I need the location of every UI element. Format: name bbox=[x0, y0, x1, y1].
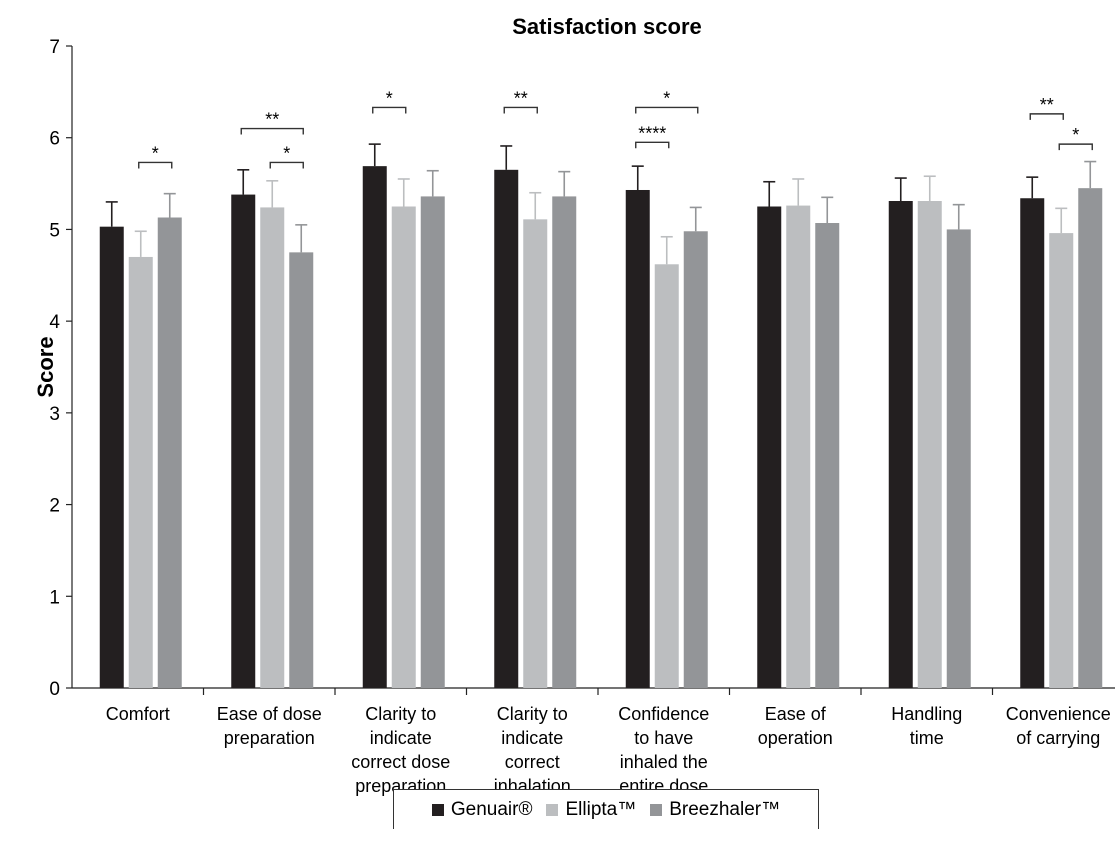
bar bbox=[362, 166, 387, 688]
x-tick-label: to have bbox=[634, 728, 693, 748]
bar bbox=[231, 194, 256, 688]
significance-label: * bbox=[152, 143, 159, 163]
x-tick-label: Convenience bbox=[1006, 704, 1111, 724]
bar bbox=[289, 252, 314, 688]
y-tick-label: 7 bbox=[49, 37, 60, 58]
bar bbox=[946, 229, 971, 688]
bar bbox=[1020, 198, 1045, 688]
legend-item: Genuair® bbox=[431, 798, 533, 821]
significance-label: ** bbox=[265, 110, 279, 130]
y-tick-label: 3 bbox=[49, 404, 60, 425]
bar bbox=[1078, 188, 1103, 688]
significance-bracket bbox=[503, 106, 538, 114]
bar bbox=[128, 256, 153, 688]
bar bbox=[1049, 233, 1074, 688]
x-tick-label: indicate bbox=[370, 728, 432, 748]
y-tick-label: 6 bbox=[49, 129, 60, 150]
x-tick-label: Ease of dose bbox=[217, 704, 322, 724]
legend-item: Ellipta™ bbox=[546, 799, 636, 821]
x-tick-label: inhaled the bbox=[620, 752, 708, 772]
bar bbox=[683, 231, 708, 688]
legend-swatch bbox=[431, 803, 444, 816]
x-tick-label: of carrying bbox=[1016, 728, 1100, 748]
significance-label: ** bbox=[514, 88, 528, 108]
x-tick-label: Clarity to bbox=[497, 704, 568, 724]
y-axis-label: Score bbox=[33, 336, 58, 397]
significance-bracket bbox=[1029, 113, 1064, 120]
bar bbox=[420, 196, 445, 688]
legend-label: Genuair® bbox=[450, 798, 533, 820]
bar bbox=[391, 206, 416, 688]
bar bbox=[888, 200, 913, 689]
bar bbox=[625, 189, 650, 688]
significance-bracket bbox=[240, 127, 304, 135]
x-tick-label: operation bbox=[758, 728, 833, 748]
y-tick-label: 5 bbox=[49, 220, 60, 241]
x-tick-label: time bbox=[910, 728, 944, 748]
bar bbox=[654, 264, 679, 688]
significance-label: ** bbox=[1040, 95, 1054, 115]
legend-label: Breezhaler™ bbox=[669, 798, 781, 820]
legend-swatch bbox=[650, 803, 663, 816]
bar bbox=[157, 217, 182, 688]
x-tick-label: correct bbox=[505, 752, 560, 772]
legend-item: Breezhaler™ bbox=[650, 799, 780, 821]
bar bbox=[786, 205, 811, 688]
x-tick-label: Handling bbox=[891, 704, 962, 724]
x-tick-label: Ease of bbox=[765, 704, 827, 724]
y-tick-label: 0 bbox=[49, 679, 60, 700]
x-tick-label: preparation bbox=[224, 728, 315, 748]
x-tick-label: Clarity to bbox=[365, 704, 436, 724]
bar bbox=[815, 223, 840, 688]
significance-label: * bbox=[663, 88, 670, 108]
bar bbox=[99, 226, 124, 689]
significance-label: * bbox=[283, 143, 290, 163]
chart-title: Satisfaction score bbox=[512, 14, 702, 39]
significance-label: * bbox=[1072, 125, 1079, 145]
significance-bracket bbox=[372, 106, 407, 114]
significance-bracket bbox=[1058, 143, 1093, 151]
bar bbox=[523, 219, 548, 688]
x-tick-label: Confidence bbox=[618, 704, 709, 724]
legend-swatch bbox=[546, 803, 559, 816]
bar bbox=[552, 196, 577, 688]
y-tick-label: 2 bbox=[49, 496, 60, 517]
x-tick-label: indicate bbox=[501, 728, 563, 748]
significance-bracket bbox=[635, 106, 699, 114]
bar bbox=[757, 206, 782, 688]
plot-area: 0 1 2 3 4 5 6 7 Comfort Ease of dose preparation Cl… bbox=[49, 37, 1115, 796]
y-tick-label: 4 bbox=[49, 312, 60, 333]
significance-label: * bbox=[386, 88, 393, 108]
x-tick-label: Comfort bbox=[106, 704, 170, 724]
bar bbox=[917, 200, 942, 689]
bar bbox=[494, 169, 519, 689]
significance-label: **** bbox=[638, 123, 666, 143]
y-tick-label: 1 bbox=[49, 587, 60, 608]
significance-bracket bbox=[138, 161, 173, 169]
x-tick-label: correct dose bbox=[351, 752, 450, 772]
legend: Genuair® Ellipta™ Breezhaler™ bbox=[393, 789, 819, 829]
significance-bracket bbox=[269, 161, 304, 169]
significance-bracket bbox=[635, 141, 670, 149]
bar bbox=[260, 207, 285, 688]
legend-label: Ellipta™ bbox=[565, 798, 637, 820]
